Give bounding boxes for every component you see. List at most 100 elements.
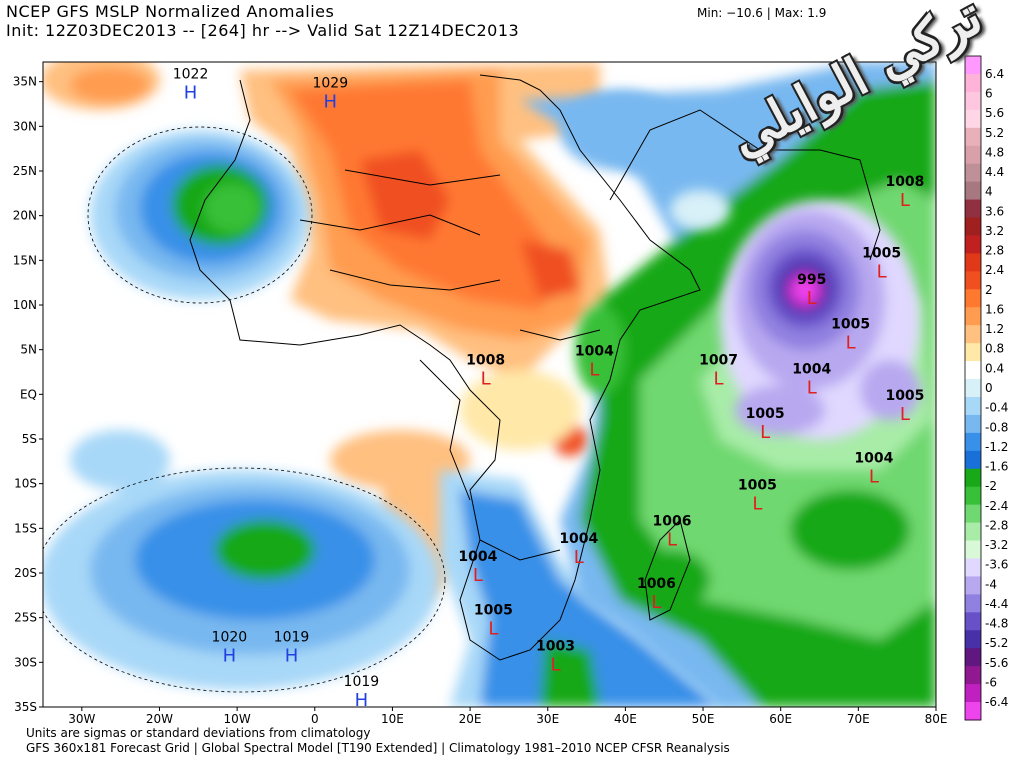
low-marker: L bbox=[574, 547, 584, 568]
colorbar-label: 0 bbox=[985, 381, 993, 395]
low-pressure-value: 1004 bbox=[854, 451, 893, 467]
lon-label: 20E bbox=[459, 712, 482, 726]
colorbar-label: 0.8 bbox=[985, 342, 1004, 356]
lat-label: 5S bbox=[22, 432, 37, 446]
high-marker: H bbox=[184, 83, 198, 104]
lat-label: 30S bbox=[14, 655, 37, 669]
low-marker: L bbox=[714, 368, 724, 389]
colorbar-label: -4 bbox=[985, 577, 997, 591]
units-note: Units are sigmas or standard deviations … bbox=[26, 726, 371, 740]
colorbar-swatch bbox=[965, 325, 981, 344]
lon-label: 70E bbox=[847, 712, 870, 726]
low-marker: L bbox=[651, 592, 661, 613]
colorbar-label: 6 bbox=[985, 87, 993, 101]
colorbar-swatch bbox=[965, 450, 981, 470]
low-pressure-value: 1005 bbox=[474, 603, 513, 619]
low-pressure-value: 1005 bbox=[862, 245, 901, 261]
low-pressure-value: 1005 bbox=[831, 317, 870, 333]
colorbar-swatch bbox=[965, 414, 981, 434]
low-marker: L bbox=[481, 368, 491, 389]
colorbar-swatch bbox=[965, 540, 981, 559]
colorbar-label: 2.4 bbox=[985, 263, 1004, 277]
colorbar-swatch bbox=[965, 379, 981, 398]
colorbar-swatch bbox=[965, 163, 981, 183]
low-pressure-value: 1003 bbox=[536, 638, 575, 654]
lat-label: 25N bbox=[13, 164, 37, 178]
colorbar-swatch bbox=[965, 630, 981, 649]
colorbar-swatch bbox=[965, 181, 981, 201]
colorbar-swatch bbox=[965, 594, 981, 613]
low-marker: L bbox=[900, 190, 910, 211]
colorbar-label: 2 bbox=[985, 283, 993, 297]
colorbar-label: -1.6 bbox=[985, 460, 1008, 474]
low-marker: L bbox=[807, 288, 817, 309]
low-pressure-value: 1005 bbox=[738, 478, 777, 494]
colorbar-swatch bbox=[965, 109, 981, 129]
colorbar-swatch bbox=[965, 486, 981, 506]
low-pressure-value: 1004 bbox=[575, 344, 614, 360]
colorbar-swatch bbox=[965, 684, 981, 703]
colorbar-label: -4.8 bbox=[985, 617, 1008, 631]
colorbar-label: 3.2 bbox=[985, 224, 1004, 238]
colorbar-label: -5.2 bbox=[985, 636, 1008, 650]
latitude-axis: 35N 30N 25N 20N 15N 10N 5N EQ 5S 10S 15S 20S 25S 30S 3… bbox=[13, 75, 43, 714]
colorbar-label: -3.6 bbox=[985, 558, 1008, 572]
lat-label: 15S bbox=[14, 521, 37, 535]
colorbar-label: 4.8 bbox=[985, 145, 1004, 159]
high-marker: H bbox=[324, 92, 338, 113]
colorbar-swatch bbox=[965, 289, 981, 308]
high-pressure-value: 1029 bbox=[312, 76, 348, 92]
low-pressure-value: 1008 bbox=[466, 352, 505, 368]
colorbar-label: -5.6 bbox=[985, 656, 1008, 670]
colorbar-swatch bbox=[965, 307, 981, 326]
low-marker: L bbox=[488, 619, 498, 640]
colorbar: 6.4 6 5.6 5.2 4.8 4.4 4 3.6 3.2 2.8 2.4 2 1.6 1.2 0.8 0… bbox=[964, 55, 1008, 721]
lon-label: 10E bbox=[381, 712, 404, 726]
colorbar-frame bbox=[964, 55, 982, 721]
low-marker: L bbox=[846, 333, 856, 354]
colorbar-swatch bbox=[965, 648, 981, 667]
high-marker: H bbox=[285, 645, 299, 666]
map-title: NCEP GFS MSLP Normalized Anomalies bbox=[6, 2, 335, 21]
colorbar-label: 0.4 bbox=[985, 361, 1004, 375]
colorbar-swatch bbox=[965, 56, 981, 75]
colorbar-label: 4 bbox=[985, 185, 993, 199]
colorbar-label: 1.6 bbox=[985, 302, 1004, 316]
low-pressure-value: 1004 bbox=[458, 549, 497, 565]
colorbar-swatch bbox=[965, 361, 981, 380]
low-marker: L bbox=[550, 654, 560, 675]
colorbar-swatch bbox=[965, 612, 981, 631]
colorbar-swatch bbox=[965, 396, 981, 416]
lat-label: 10N bbox=[13, 298, 37, 312]
lat-label: 20S bbox=[14, 566, 37, 580]
low-pressure-value: 1006 bbox=[652, 513, 691, 529]
colorbar-swatch bbox=[965, 127, 981, 147]
lon-label: 30W bbox=[68, 712, 95, 726]
lon-label: 50E bbox=[692, 712, 715, 726]
lon-label: 10W bbox=[224, 712, 251, 726]
colorbar-swatch bbox=[965, 576, 981, 595]
lat-label: 20N bbox=[13, 209, 37, 223]
lon-label: 0 bbox=[311, 712, 319, 726]
low-pressure-value: 995 bbox=[797, 272, 826, 288]
source-note: GFS 360x181 Forecast Grid | Global Spect… bbox=[26, 741, 730, 755]
colorbar-label: -2.8 bbox=[985, 518, 1008, 532]
colorbar-label: -4.4 bbox=[985, 597, 1008, 611]
colorbar-swatch bbox=[965, 235, 981, 254]
lat-label: 35S bbox=[14, 700, 37, 714]
low-marker: L bbox=[877, 261, 887, 282]
plot-frame bbox=[42, 61, 937, 708]
colorbar-label: 5.6 bbox=[985, 106, 1004, 120]
colorbar-label: -2.4 bbox=[985, 499, 1008, 513]
low-marker: L bbox=[752, 494, 762, 515]
colorbar-label: -0.8 bbox=[985, 420, 1008, 434]
low-pressure-value: 1008 bbox=[885, 174, 924, 190]
coastlines bbox=[189, 74, 881, 661]
high-marker: H bbox=[223, 645, 237, 666]
colorbar-swatch bbox=[965, 73, 981, 93]
colorbar-label: -6.4 bbox=[985, 695, 1008, 709]
colorbar-swatch bbox=[965, 199, 981, 219]
colorbar-swatch bbox=[965, 91, 981, 111]
high-pressure-value: 1019 bbox=[344, 674, 380, 690]
